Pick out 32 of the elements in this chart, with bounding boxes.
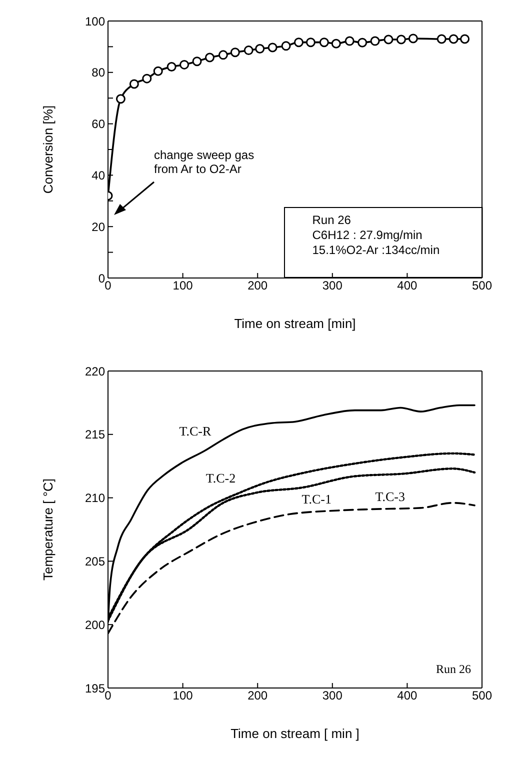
x-axis-title: Time on stream [min] [234,316,356,331]
annotation: Run 26 [436,662,471,677]
series-label: T.C-R [179,423,212,438]
y-tick-label: 80 [92,66,106,80]
y-tick-label: 195 [84,681,106,696]
x-tick-label: 300 [322,688,343,703]
y-tick-label: 100 [84,14,106,28]
y-tick-label: 210 [84,491,106,506]
x-tick-label: 500 [472,688,492,703]
annotation: change sweep gas from Ar to O2-Ar [154,148,254,176]
y-axis-title: Temperature [ °C] [40,478,56,581]
x-axis-title: Time on stream [ min ] [230,726,360,741]
x-tick-label: 200 [248,278,268,293]
series-label: T.C-1 [302,492,332,507]
x-tick-label: 200 [248,688,268,703]
series-label: T.C-2 [206,470,236,486]
y-tick-label: 60 [92,117,106,132]
annotation: Run 26 C6H12 : 27.9mg/min 15.1%O2-Ar :134cc/min [312,213,441,258]
y-axis-title: Conversion [%] [40,105,56,194]
y-tick-label: 40 [92,168,106,182]
y-tick-label: 220 [84,364,106,378]
y-tick-label: 200 [84,618,106,632]
series-label: T.C-3 [375,489,406,504]
x-tick-label: 400 [397,688,418,703]
y-tick-label: 205 [84,554,106,568]
x-tick-label: 100 [172,278,194,293]
x-tick-label: 300 [322,278,343,293]
x-tick-label: 100 [172,688,194,703]
y-tick-label: 20 [92,220,106,234]
x-tick-label: 500 [472,278,492,293]
y-tick-label: 215 [84,428,106,442]
x-tick-label: 400 [397,278,418,293]
